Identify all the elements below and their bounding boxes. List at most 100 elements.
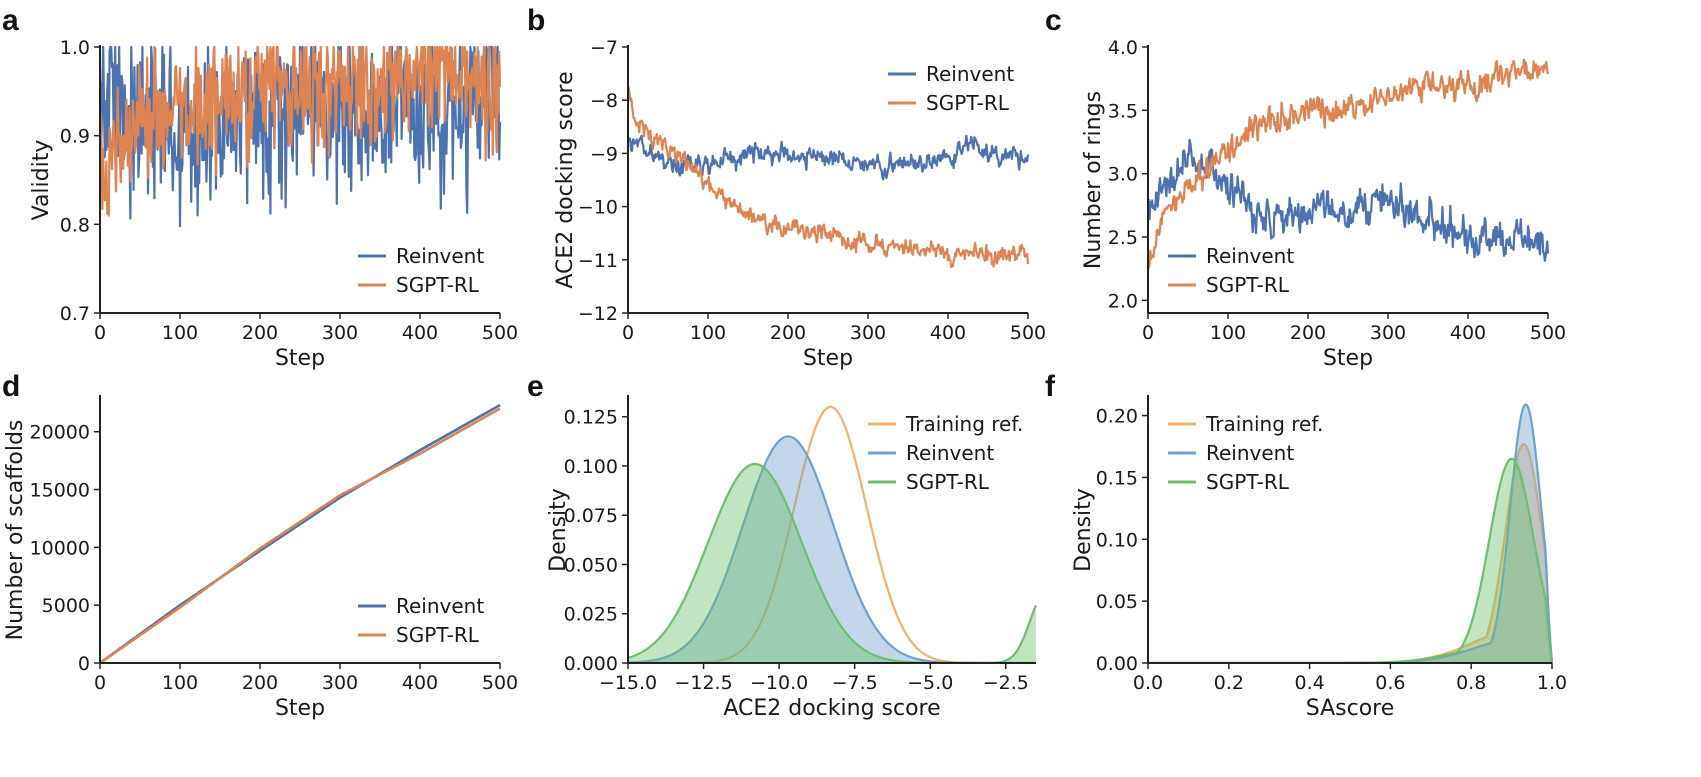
x-tick-label: −7.5	[832, 672, 878, 694]
y-tick-label: 5000	[42, 595, 90, 617]
x-tick-label: 300	[322, 672, 358, 694]
x-tick-label: 0	[94, 672, 106, 694]
x-tick-label: 200	[1290, 322, 1326, 344]
y-axis-label-d: Number of scaffolds	[3, 420, 28, 641]
x-tick-label: 400	[1450, 322, 1486, 344]
legend-label-reinvent: Reinvent	[396, 244, 484, 268]
density-fill-sgpt-rl	[1148, 458, 1552, 663]
x-tick-label: 100	[690, 322, 726, 344]
y-tick-label: −8	[590, 90, 618, 112]
y-tick-label: 20000	[30, 422, 90, 444]
series-line-sgpt-rl	[100, 407, 501, 663]
legend-label-sgpt-rl: SGPT-RL	[906, 470, 990, 494]
x-tick-label: 500	[1010, 322, 1046, 344]
panel-a: a 0 100 200 300 400 500 0.7 0.8 0.9 1.0 Step Validit…	[2, 4, 518, 371]
x-tick-label: 0.2	[1214, 672, 1244, 694]
x-axis-label-e: ACE2 docking score	[723, 696, 940, 721]
x-tick-label: 200	[770, 322, 806, 344]
x-tick-label: 300	[850, 322, 886, 344]
x-tick-label: −12.5	[674, 672, 732, 694]
y-tick-label: 2.0	[1108, 290, 1138, 312]
y-tick-label: −9	[590, 143, 618, 165]
y-tick-label: 4.0	[1108, 37, 1138, 59]
legend-label-reinvent: Reinvent	[1206, 441, 1294, 465]
panel-d: d0 100 200 300 400 50005000100001500020000Ste…	[2, 370, 518, 721]
x-tick-label: 200	[242, 672, 278, 694]
panel-letter-b: b	[527, 4, 545, 37]
legend-label-training-ref-: Training ref.	[905, 412, 1023, 436]
y-tick-label: 3.0	[1108, 164, 1138, 186]
x-axis-label-c: Step	[1323, 346, 1373, 371]
x-tick-label: 200	[242, 322, 278, 344]
legend-c: Reinvent SGPT-RL	[1168, 244, 1294, 297]
x-tick-label: −2.5	[983, 672, 1029, 694]
plot-area-b	[628, 86, 1030, 269]
x-tick-label: −10.0	[750, 672, 808, 694]
series-line-sgpt-rl	[100, 45, 502, 217]
x-tick-label: 0.6	[1375, 672, 1405, 694]
density-fill-reinvent	[1148, 404, 1552, 663]
panel-letter-a: a	[2, 4, 19, 37]
plot-area-a	[100, 45, 502, 228]
y-tick-label: −12	[578, 303, 618, 325]
legend-label-reinvent: Reinvent	[926, 62, 1014, 86]
density-fill-training-ref-	[1148, 444, 1552, 663]
y-tick-label: 0.9	[60, 126, 90, 148]
x-tick-label: 100	[162, 672, 198, 694]
y-tick-label: −11	[578, 250, 618, 272]
y-axis-label-b: ACE2 docking score	[553, 71, 578, 288]
panel-c: c 0 100 200 300 400 500 2.0 2.5 3.0 3.5 4.0 Step Numb…	[1045, 4, 1566, 371]
plot-area-d	[100, 403, 501, 663]
x-tick-label: 500	[482, 322, 518, 344]
y-tick-label: 0.050	[564, 554, 618, 576]
y-tick-label: 0.125	[564, 407, 618, 429]
y-tick-label: 0	[78, 653, 90, 675]
y-axis-label-e: Density	[546, 488, 571, 572]
panel-e: e −15.0 −12.5 −10.0 −7.5 −5.0 −2.5 0.000 0.025 0.…	[527, 370, 1038, 721]
legend-label-sgpt-rl: SGPT-RL	[1206, 470, 1290, 494]
legend-label-sgpt-rl: SGPT-RL	[396, 273, 480, 297]
x-tick-label: 0	[94, 322, 106, 344]
y-tick-label: 1.0	[60, 37, 90, 59]
x-tick-label: −15.0	[599, 672, 657, 694]
x-tick-label: 0	[622, 322, 634, 344]
plot-area-c	[1148, 58, 1550, 269]
density-line-sgpt-rl	[628, 462, 1038, 663]
density-fill-sgpt-rl	[628, 464, 1036, 663]
x-tick-label: 0.0	[1133, 672, 1163, 694]
y-tick-label: 2.5	[1108, 227, 1138, 249]
panel-letter-f: f	[1045, 370, 1056, 403]
x-tick-label: −5.0	[907, 672, 953, 694]
x-tick-label: 300	[1370, 322, 1406, 344]
x-tick-label: 400	[402, 322, 438, 344]
legend-d: Reinvent SGPT-RL	[358, 594, 484, 647]
legend-label-reinvent: Reinvent	[1206, 244, 1294, 268]
series-line-reinvent	[1148, 138, 1550, 262]
panel-letter-c: c	[1045, 4, 1062, 37]
y-tick-label: 0.05	[1096, 591, 1138, 613]
x-axis-label-f: SAscore	[1306, 696, 1395, 721]
y-tick-label: 3.5	[1108, 100, 1138, 122]
panel-letter-e: e	[527, 370, 544, 403]
legend-f: Training ref. Reinvent SGPT-RL	[1168, 412, 1323, 494]
legend-a: Reinvent SGPT-RL	[358, 244, 484, 297]
y-tick-label: 10000	[30, 537, 90, 559]
series-line-reinvent	[100, 403, 501, 663]
panel-f: f 0.0 0.2 0.4 0.6 0.8 1.0 0.00 0.05 0.10 0.15 0.20 S…	[1045, 370, 1567, 721]
x-tick-label: 400	[402, 672, 438, 694]
y-tick-label: −10	[578, 197, 618, 219]
x-axis-label-b: Step	[803, 346, 853, 371]
x-axis-label-d: Step	[275, 696, 325, 721]
x-tick-label: 1.0	[1537, 672, 1567, 694]
y-axis-label-c: Number of rings	[1081, 91, 1106, 269]
y-tick-label: 0.7	[60, 303, 90, 325]
legend-label-sgpt-rl: SGPT-RL	[396, 623, 480, 647]
y-axis-label-a: Validity	[29, 140, 54, 221]
y-tick-label: 0.20	[1096, 406, 1138, 428]
y-axis-label-f: Density	[1071, 488, 1096, 572]
y-tick-label: 0.8	[60, 214, 90, 236]
y-tick-label: 0.075	[564, 505, 618, 527]
x-tick-label: 500	[482, 672, 518, 694]
legend-label-reinvent: Reinvent	[396, 594, 484, 618]
